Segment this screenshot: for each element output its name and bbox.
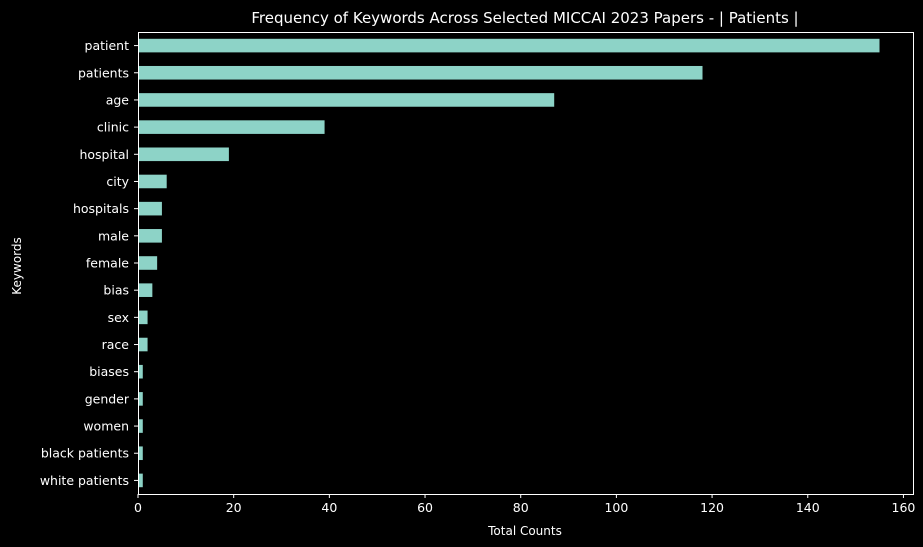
x-tick-label: 140 [796, 500, 820, 515]
y-tick-label: gender [85, 391, 130, 406]
y-tick-label: age [106, 92, 130, 107]
y-tick-label: white patients [40, 473, 129, 488]
y-tick-label: female [86, 256, 129, 271]
x-tick-label: 60 [417, 500, 433, 515]
y-tick-label: patient [85, 38, 130, 53]
bar-patient [138, 38, 880, 53]
bar-white-patients [138, 473, 143, 488]
x-tick-label: 40 [321, 500, 337, 515]
y-tick-label: sex [108, 310, 129, 325]
bar-biases [138, 364, 143, 379]
x-axis-ticks: 0 20 40 60 80 100 120 140 160 [134, 494, 915, 515]
bar-sex [138, 310, 148, 325]
y-tick-label: male [98, 228, 129, 243]
bars-group [138, 38, 880, 488]
x-tick-label: 100 [604, 500, 628, 515]
bar-patients [138, 65, 703, 80]
y-tick-label: race [102, 337, 130, 352]
bar-hospital [138, 147, 229, 162]
y-tick-label: clinic [97, 120, 129, 135]
bar-male [138, 229, 162, 243]
bar-bias [138, 283, 153, 297]
y-tick-label: bias [103, 283, 129, 298]
y-axis-label: Keywords [10, 237, 24, 295]
bar-black-patients [138, 446, 143, 461]
plot-frame [138, 32, 914, 495]
bar-gender [138, 392, 143, 406]
y-tick-label: city [106, 174, 129, 189]
y-tick-label: women [83, 419, 129, 434]
bar-clinic [138, 120, 325, 134]
chart-title: Frequency of Keywords Across Selected MI… [251, 9, 798, 27]
x-tick-label: 80 [513, 500, 529, 515]
y-tick-label: hospitals [73, 201, 129, 216]
bar-women [138, 419, 143, 433]
y-tick-label: black patients [41, 446, 129, 461]
x-tick-label: 0 [134, 500, 142, 515]
x-tick-label: 160 [892, 500, 916, 515]
x-tick-label: 120 [700, 500, 724, 515]
y-axis-ticks: patient patients age clinic hospital city hosp… [40, 38, 138, 488]
bar-race [138, 337, 148, 352]
bar-age [138, 93, 555, 107]
y-tick-label: hospital [79, 147, 129, 162]
x-axis-label: Total Counts [487, 524, 562, 538]
bar-hospitals [138, 201, 162, 216]
y-tick-label: biases [89, 364, 129, 379]
bar-city [138, 174, 167, 189]
bar-female [138, 256, 158, 270]
y-tick-label: patients [78, 65, 129, 80]
x-tick-label: 20 [226, 500, 242, 515]
